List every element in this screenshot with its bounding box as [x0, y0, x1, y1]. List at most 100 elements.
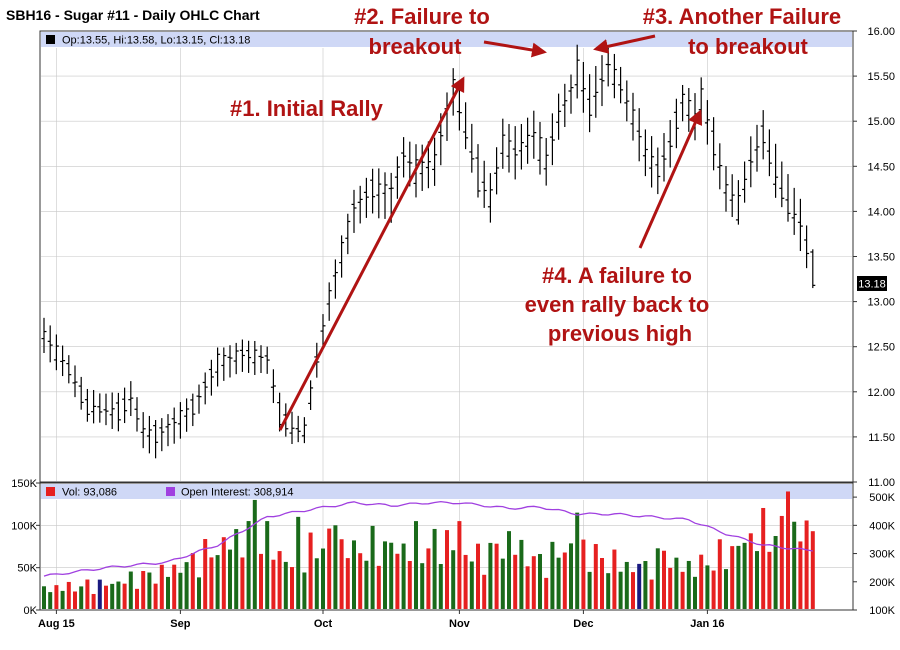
price-tick-label: 14.50 — [867, 161, 895, 173]
volume-bar — [587, 571, 592, 609]
time-tick-label: Oct — [314, 618, 333, 630]
volume-bar — [705, 565, 710, 609]
ohlc-bar — [252, 340, 258, 375]
ohlc-bar — [475, 144, 481, 198]
ohlc-bar — [537, 121, 543, 175]
volume-bar — [389, 542, 394, 609]
ohlc-bar — [735, 180, 741, 225]
volume-bar — [606, 573, 611, 609]
ohlc-bar — [345, 213, 351, 255]
volume-bar — [593, 544, 598, 609]
volume-bar — [147, 572, 152, 609]
volume-bar — [122, 583, 127, 609]
volume-bar — [525, 566, 530, 609]
volume-bar — [513, 554, 518, 609]
ohlc-bar — [122, 387, 128, 424]
ohlc-bar — [394, 156, 400, 199]
ohlc-bar — [742, 161, 748, 203]
volume-bar — [476, 543, 480, 609]
volume-bar — [643, 561, 648, 609]
ohlc-bar — [363, 177, 369, 218]
volume-bar — [116, 581, 121, 609]
volume-bar — [234, 529, 239, 609]
volume-bar — [91, 593, 96, 609]
time-tick-label: Dec — [573, 618, 593, 630]
volume-bar — [110, 583, 115, 609]
time-tick-label: Sep — [170, 618, 190, 630]
ohlc-bar — [432, 137, 438, 186]
volume-bar — [556, 557, 561, 609]
ohlc-bar — [103, 393, 109, 426]
ohlc-bar — [599, 55, 605, 107]
ohlc-bar — [810, 249, 816, 289]
ohlc-bar — [574, 44, 580, 99]
ohlc-bar — [729, 174, 735, 218]
ohlc-bar — [624, 80, 630, 122]
ohlc-bar — [140, 412, 146, 449]
annotation-initial-rally: #1. Initial Rally — [230, 96, 384, 121]
volume-bar — [79, 586, 84, 609]
volume-bar — [240, 557, 245, 609]
volume-bar — [414, 521, 418, 609]
last-price-box — [857, 276, 887, 291]
volume-bar — [469, 561, 474, 609]
volume-bar — [407, 560, 412, 609]
volume-bar — [426, 548, 431, 609]
annotation-arrows — [278, 34, 703, 431]
volume-legend-swatch — [46, 487, 55, 496]
ohlc-bar — [605, 47, 611, 87]
volume-bar — [569, 543, 573, 609]
volume-bar — [321, 548, 325, 609]
ohlc-bar — [481, 160, 487, 208]
volume-bar — [711, 570, 716, 609]
arrow-failure-rally — [638, 109, 703, 249]
volume-bar — [562, 552, 567, 609]
ohlc-bar — [128, 381, 134, 417]
volume-bar — [290, 567, 294, 609]
volume-bar — [457, 521, 462, 609]
volume-bar — [42, 586, 46, 609]
ohlc-bar — [773, 143, 779, 198]
ohlc-bar — [456, 87, 462, 131]
volume-bar — [810, 531, 815, 609]
volume-bar — [66, 581, 71, 609]
ohlc-bar — [673, 98, 679, 149]
ohlc-bar — [177, 402, 183, 439]
ohlc-bars — [41, 44, 816, 459]
oi-tick-label: 500K — [869, 492, 895, 504]
volume-bar — [538, 554, 542, 609]
ohlc-bar — [60, 345, 66, 377]
ohlc-bar — [357, 185, 363, 224]
ohlc-bar — [264, 346, 270, 374]
volume-bar — [159, 564, 164, 609]
ohlc-bar — [760, 110, 766, 160]
ohlc-bar — [41, 317, 47, 354]
ohlc-bar — [804, 225, 810, 269]
volume-bar — [674, 557, 679, 609]
volume-bar — [376, 565, 381, 609]
volume-bar — [500, 558, 505, 609]
volume-bar — [383, 541, 387, 609]
volume-bar — [190, 553, 195, 609]
volume-bar — [54, 585, 59, 609]
price-tick-label: 12.00 — [867, 387, 895, 399]
ohlc-bar — [320, 314, 326, 348]
ohlc-bar — [580, 61, 586, 113]
ohlc-bar — [494, 147, 500, 195]
volume-bars — [42, 491, 815, 609]
ohlc-bar — [655, 147, 661, 195]
volume-bar — [463, 554, 468, 609]
ohlc-bar — [611, 53, 617, 99]
ohlc-bar — [91, 389, 97, 424]
volume-bar — [494, 543, 499, 609]
time-axis: Aug 15 Sep Oct Nov Dec Jan 16 — [38, 610, 725, 630]
volume-bar — [717, 539, 722, 609]
volume-bar — [314, 558, 319, 609]
volume-bar — [451, 550, 456, 609]
volume-bar — [228, 549, 232, 609]
ohlc-bar — [636, 108, 642, 162]
volume-bar — [153, 583, 158, 609]
ohlc-bar — [227, 345, 233, 378]
ohlc-bar — [642, 129, 648, 177]
